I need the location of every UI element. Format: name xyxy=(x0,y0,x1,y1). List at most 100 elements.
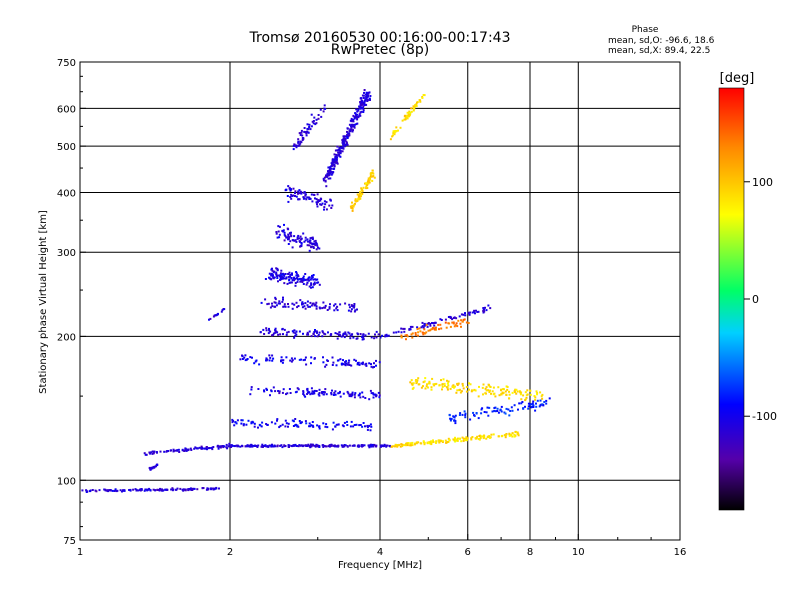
data-point xyxy=(306,331,309,334)
data-point xyxy=(406,444,409,447)
data-point xyxy=(459,388,461,391)
data-point xyxy=(298,192,301,195)
data-point xyxy=(522,407,525,410)
data-point xyxy=(253,422,256,425)
data-point xyxy=(239,445,242,448)
data-point xyxy=(298,420,301,422)
data-point xyxy=(318,425,321,428)
data-point xyxy=(416,380,418,383)
data-point xyxy=(365,91,368,94)
data-point xyxy=(323,200,326,203)
data-point xyxy=(488,435,491,438)
data-point xyxy=(189,447,192,450)
data-point xyxy=(268,359,271,362)
data-point xyxy=(347,331,350,334)
data-point xyxy=(269,394,271,397)
data-point xyxy=(295,195,298,198)
data-point xyxy=(428,380,431,383)
data-point xyxy=(331,356,334,359)
data-point xyxy=(267,332,270,335)
data-point xyxy=(284,235,287,237)
data-point xyxy=(241,355,244,358)
data-point xyxy=(485,437,488,440)
data-point xyxy=(440,319,443,321)
data-point xyxy=(310,125,313,128)
data-point xyxy=(416,101,418,104)
data-point xyxy=(285,393,287,396)
data-point xyxy=(353,304,356,307)
data-point xyxy=(152,488,155,491)
data-point xyxy=(85,489,88,492)
data-point xyxy=(322,393,325,396)
data-point xyxy=(365,96,368,98)
data-point xyxy=(310,356,313,359)
data-point xyxy=(350,304,353,307)
data-point xyxy=(149,468,152,471)
data-point xyxy=(397,444,400,447)
data-point xyxy=(358,424,361,427)
data-point xyxy=(352,205,355,208)
data-point xyxy=(427,329,430,332)
data-point xyxy=(481,435,484,438)
data-point xyxy=(275,267,278,270)
data-point xyxy=(415,379,417,381)
data-point xyxy=(514,391,516,394)
data-point xyxy=(315,122,318,125)
data-point xyxy=(531,402,534,405)
data-point xyxy=(364,334,367,337)
data-point xyxy=(391,135,394,138)
data-point xyxy=(322,177,325,180)
data-point xyxy=(408,444,411,447)
x-tick-label: 4 xyxy=(377,547,383,558)
data-point xyxy=(402,327,405,330)
data-point xyxy=(152,452,155,455)
data-point xyxy=(310,193,313,196)
data-point xyxy=(304,239,307,242)
data-point xyxy=(412,109,415,112)
data-point xyxy=(205,488,208,491)
data-point xyxy=(417,331,420,334)
data-point xyxy=(400,334,403,337)
data-point xyxy=(98,489,101,492)
data-point xyxy=(293,303,296,306)
data-point xyxy=(325,208,328,211)
data-point xyxy=(415,382,418,385)
data-point xyxy=(435,382,438,385)
data-point xyxy=(378,396,381,399)
data-point xyxy=(504,436,507,439)
data-point xyxy=(297,144,300,147)
data-point xyxy=(500,405,503,408)
data-point xyxy=(316,278,319,281)
data-point xyxy=(425,323,428,326)
data-point xyxy=(532,400,535,403)
data-point xyxy=(148,488,151,491)
data-point xyxy=(369,175,372,178)
data-point xyxy=(336,337,339,340)
data-point xyxy=(538,405,541,408)
data-point xyxy=(529,403,532,406)
data-point xyxy=(298,198,301,201)
data-point xyxy=(291,195,294,197)
data-point xyxy=(524,399,527,402)
data-point xyxy=(281,229,284,232)
data-point xyxy=(476,435,479,438)
data-point xyxy=(302,332,304,335)
data-point xyxy=(313,242,316,245)
data-point xyxy=(455,391,458,394)
data-point xyxy=(301,303,303,306)
data-point xyxy=(410,107,413,110)
data-point xyxy=(283,282,286,285)
data-point xyxy=(294,443,297,446)
data-point xyxy=(446,382,449,385)
data-point xyxy=(249,393,252,396)
data-point xyxy=(291,272,293,275)
data-point xyxy=(289,392,292,394)
data-point xyxy=(323,206,326,209)
data-point xyxy=(504,390,507,393)
data-point xyxy=(179,487,182,490)
data-point xyxy=(274,422,277,425)
data-point xyxy=(395,331,398,334)
data-point xyxy=(415,441,418,444)
data-point xyxy=(235,422,238,425)
data-point xyxy=(276,236,279,239)
